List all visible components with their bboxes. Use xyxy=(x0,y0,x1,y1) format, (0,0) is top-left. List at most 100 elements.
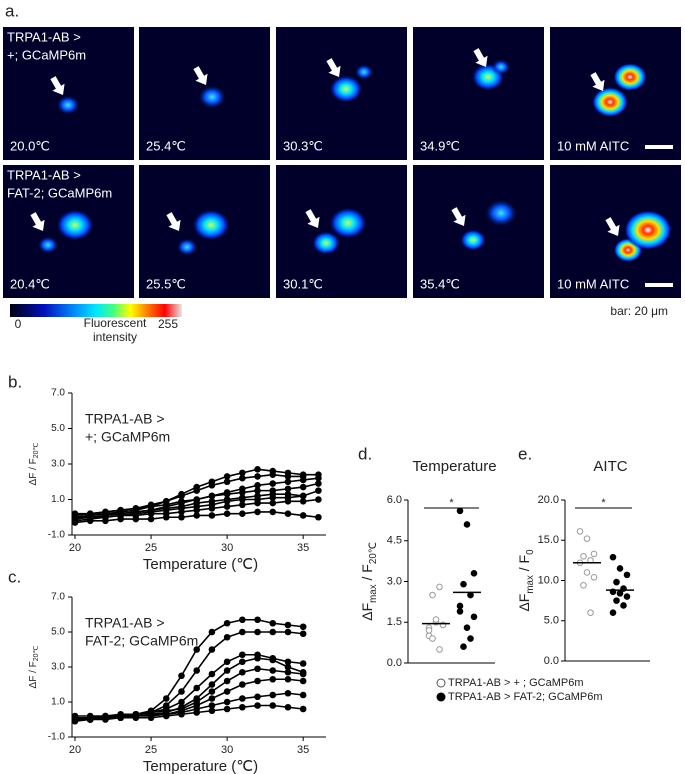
data-point xyxy=(223,497,231,505)
data-point xyxy=(117,515,124,523)
data-point xyxy=(576,528,584,535)
data-point xyxy=(223,619,231,627)
data-point xyxy=(425,627,433,634)
y-axis-label-part: 20℃ xyxy=(368,542,379,564)
panel-label: a. xyxy=(5,1,19,20)
trace xyxy=(74,678,304,721)
scale-bar-note: bar: 20 μm xyxy=(610,304,668,318)
data-point xyxy=(299,691,307,699)
chart-title: Temperature xyxy=(412,458,496,475)
data-point xyxy=(284,621,292,629)
data-point xyxy=(590,550,598,558)
y-axis-label-part: max xyxy=(368,584,379,603)
data-point xyxy=(71,519,79,526)
trace xyxy=(74,704,304,723)
data-point xyxy=(467,635,474,642)
data-point xyxy=(432,616,440,623)
y-tick-label: 1.5 xyxy=(387,616,402,628)
data-point xyxy=(239,703,246,711)
y-tick-label: -1.0 xyxy=(48,732,66,743)
y-tick-label: 10.0 xyxy=(538,574,559,586)
data-point xyxy=(102,517,109,525)
data-point xyxy=(193,506,200,514)
significance: * xyxy=(601,497,606,509)
data-point xyxy=(223,473,231,480)
data-point xyxy=(239,474,246,482)
data-point xyxy=(616,565,624,572)
data-point xyxy=(223,705,231,713)
data-point xyxy=(239,628,246,636)
data-point xyxy=(208,646,216,653)
y-axis-label: ΔFmax / F0 xyxy=(516,549,536,612)
x-tick-label: 25 xyxy=(145,744,157,756)
genotype-label: TRPA1-AB > xyxy=(7,29,81,44)
data-point xyxy=(223,688,231,695)
data-point xyxy=(299,483,307,491)
image-label: 10 mM AITC xyxy=(557,138,629,153)
x-axis-label: Temperature (℃) xyxy=(143,556,258,573)
data-point xyxy=(193,684,200,692)
image-label: 25.5℃ xyxy=(146,276,186,291)
data-point xyxy=(269,667,277,674)
data-point xyxy=(269,691,277,699)
data-point xyxy=(269,494,277,502)
arrow xyxy=(50,76,65,95)
data-point xyxy=(239,681,246,688)
y-tick-label: 5.0 xyxy=(51,627,65,638)
data-point xyxy=(463,624,471,631)
cell-signal xyxy=(56,95,80,115)
data-point xyxy=(613,597,620,604)
data-point xyxy=(178,672,185,680)
cell-signal xyxy=(311,231,341,255)
y-axis-label-part: ΔF xyxy=(359,603,375,621)
genotype-label: TRPA1-AB > xyxy=(7,167,81,182)
y-tick-label: 0.0 xyxy=(387,657,402,669)
data-point xyxy=(284,663,292,671)
data-point xyxy=(208,695,216,702)
data-point xyxy=(299,677,307,685)
data-point xyxy=(299,476,307,484)
data-point xyxy=(254,499,261,507)
data-point xyxy=(223,478,231,486)
data-point xyxy=(609,609,617,617)
colorbar-max: 255 xyxy=(158,317,178,331)
cell-signal xyxy=(484,199,518,227)
image-cell xyxy=(3,27,134,160)
data-point xyxy=(178,698,185,706)
y-axis-label: ΔFmax / F20℃ xyxy=(359,542,379,621)
data-point xyxy=(623,571,631,579)
scale-bar xyxy=(645,145,673,149)
cell-signal xyxy=(176,238,198,256)
cell-signal xyxy=(197,85,227,109)
data-point xyxy=(467,591,474,599)
y-axis-label-part: 20℃ xyxy=(33,645,40,661)
data-point xyxy=(239,658,246,666)
arrow xyxy=(590,72,605,91)
y-tick-label: 15.0 xyxy=(538,534,559,546)
colorbar xyxy=(10,304,182,317)
trace xyxy=(75,631,304,719)
data-point xyxy=(208,670,216,678)
y-axis-label-part: ΔF / F xyxy=(28,458,39,485)
data-point xyxy=(299,623,307,631)
data-point xyxy=(284,689,292,697)
data-point xyxy=(193,667,200,674)
data-point xyxy=(132,714,140,722)
data-point xyxy=(429,635,436,642)
data-point xyxy=(315,487,322,494)
data-point xyxy=(254,628,261,636)
x-axis-label: Temperature (℃) xyxy=(143,758,258,774)
image-label: 35.4℃ xyxy=(420,276,460,291)
data-point xyxy=(162,695,170,702)
data-point xyxy=(117,714,124,722)
y-axis-label-part: max xyxy=(525,575,536,594)
data-point xyxy=(147,714,155,722)
data-point xyxy=(223,633,231,641)
chart-title: AITC xyxy=(593,458,627,475)
data-point xyxy=(193,512,200,519)
x-tick-label: 20 xyxy=(69,542,81,554)
data-point xyxy=(178,492,185,500)
data-point xyxy=(239,510,246,517)
y-tick-label: 3.0 xyxy=(51,459,65,470)
arrow xyxy=(605,217,620,236)
